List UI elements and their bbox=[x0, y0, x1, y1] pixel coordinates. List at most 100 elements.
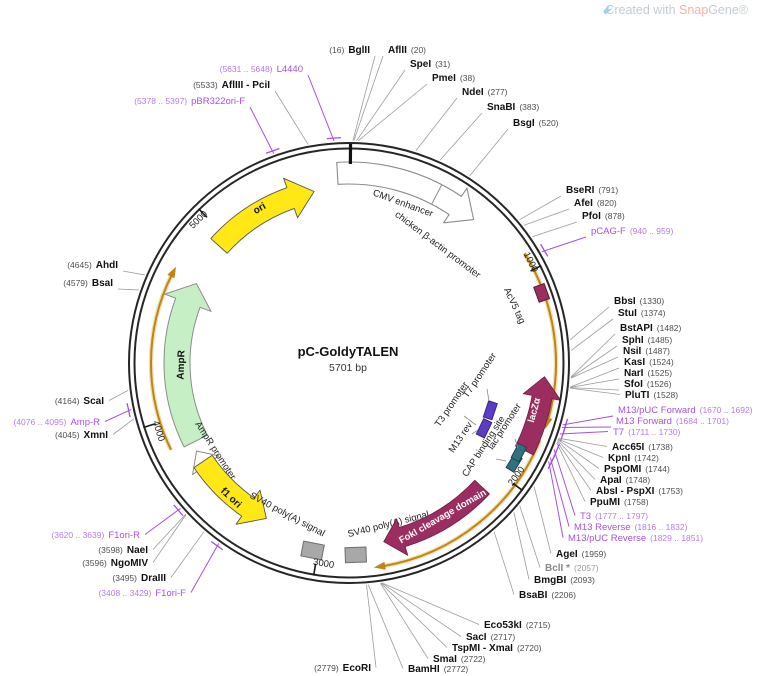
tick-mark bbox=[512, 482, 524, 492]
enzyme-label-bbsi[interactable]: BbsI (1330) bbox=[614, 296, 664, 307]
enzyme-callout-line bbox=[380, 582, 448, 648]
enzyme-label-bamhi[interactable]: BamHI (2772) bbox=[408, 664, 468, 675]
enzyme-label-pfoi[interactable]: PfoI (878) bbox=[582, 211, 625, 222]
primer-label-m13-reverse[interactable]: M13 Reverse (1816 .. 1832) bbox=[574, 522, 688, 533]
enzyme-label-bstapi[interactable]: BstAPI (1482) bbox=[620, 323, 682, 334]
enzyme-label-bseri[interactable]: BseRI (791) bbox=[566, 185, 618, 196]
enzyme-label-ndei[interactable]: NdeI (277) bbox=[462, 87, 508, 98]
enzyme-label-pmei[interactable]: PmeI (38) bbox=[432, 73, 475, 84]
enzyme-label-pluti[interactable]: PluTI (1528) bbox=[625, 390, 678, 401]
enzyme-label-aflii[interactable]: AflII (20) bbox=[388, 45, 426, 56]
feature-f1ori[interactable] bbox=[193, 454, 267, 525]
site-label-part: KpnI bbox=[608, 453, 630, 464]
enzyme-callout-line bbox=[570, 318, 614, 351]
feature-lacz[interactable] bbox=[515, 376, 562, 456]
primer-label-amp-r[interactable]: (4076 .. 4095) Amp-R bbox=[14, 417, 101, 428]
enzyme-label-ahdi[interactable]: (4645) AhdI bbox=[67, 260, 118, 271]
enzyme-callout-line bbox=[439, 112, 483, 161]
enzyme-callout-line bbox=[117, 288, 139, 291]
enzyme-callout-line bbox=[523, 208, 570, 226]
site-label-part: M13/pUC Forward bbox=[618, 405, 696, 416]
primer-label-t7[interactable]: T7 (1711 .. 1730) bbox=[613, 427, 681, 438]
feature-label-m13rev[interactable]: M13 rev bbox=[447, 420, 475, 455]
site-label-part: (1525) bbox=[647, 368, 672, 378]
site-label-part: (5378 .. 5397) bbox=[134, 96, 187, 106]
enzyme-label-ecori[interactable]: (2779) EcoRI bbox=[314, 663, 371, 674]
enzyme-label-scai[interactable]: (4164) ScaI bbox=[55, 396, 104, 407]
enzyme-label-afliii-pcii[interactable]: (5533) AflIII - PciI bbox=[193, 80, 270, 91]
feature-t3prom[interactable] bbox=[475, 418, 493, 439]
feature-label-ampr[interactable]: AmpR bbox=[175, 349, 187, 380]
enzyme-label-bcli-[interactable]: BclI * (2057) bbox=[545, 563, 599, 574]
enzyme-callout-line bbox=[352, 55, 376, 141]
site-label-part: (791) bbox=[598, 185, 618, 195]
enzyme-label-snabi[interactable]: SnaBI (383) bbox=[487, 102, 539, 113]
enzyme-label-saci[interactable]: SacI (2717) bbox=[466, 632, 515, 643]
enzyme-label-bsgi[interactable]: BsgI (520) bbox=[513, 118, 559, 129]
enzyme-label-draiii[interactable]: (3495) DraIII bbox=[112, 573, 166, 584]
enzyme-label-apai[interactable]: ApaI (1748) bbox=[600, 475, 650, 486]
feature-ampr[interactable] bbox=[163, 283, 212, 448]
feature-label-line bbox=[463, 415, 477, 426]
enzyme-label-kpni[interactable]: KpnI (1742) bbox=[608, 453, 659, 464]
feature-t7prom[interactable] bbox=[482, 400, 498, 421]
enzyme-label-absi-pspxi[interactable]: AbsI - PspXI (1753) bbox=[596, 486, 683, 497]
primer-label-m13-puc-forward[interactable]: M13/pUC Forward (1670 .. 1692) bbox=[618, 405, 753, 416]
enzyme-label-bsai[interactable]: (4579) BsaI bbox=[63, 278, 113, 289]
feature-label-acv5[interactable]: AcV5 tag bbox=[501, 286, 527, 326]
enzyme-label-kasi[interactable]: KasI (1524) bbox=[624, 357, 674, 368]
enzyme-label-sphi[interactable]: SphI (1485) bbox=[622, 335, 672, 346]
enzyme-label-eco53ki[interactable]: Eco53kI (2715) bbox=[484, 620, 551, 631]
feature-ori[interactable] bbox=[210, 177, 315, 254]
site-label-part: BstAPI bbox=[620, 323, 653, 334]
credit-gene: Gene® bbox=[708, 3, 748, 17]
enzyme-label-naei[interactable]: (3598) NaeI bbox=[98, 545, 148, 556]
primer-label-l4440[interactable]: (5631 .. 5648) L4440 bbox=[220, 64, 303, 75]
site-label-part: (4164) bbox=[55, 396, 80, 406]
primer-label-f1ori-f[interactable]: (3408 .. 3429) F1ori-F bbox=[98, 588, 186, 599]
primer-label-f1ori-r[interactable]: (3620 .. 3639) F1ori-R bbox=[51, 530, 140, 541]
feature-sv40_b[interactable] bbox=[344, 546, 367, 564]
site-label-part: (3408 .. 3429) bbox=[98, 588, 151, 598]
enzyme-label-bmgbi[interactable]: BmgBI (2093) bbox=[534, 575, 595, 586]
tick-label: 1000 bbox=[521, 250, 540, 274]
primer-label-m13-puc-reverse[interactable]: M13/pUC Reverse (1829 .. 1851) bbox=[568, 533, 703, 544]
orf-arc bbox=[523, 252, 557, 421]
enzyme-label-agei[interactable]: AgeI (1959) bbox=[556, 549, 606, 560]
enzyme-callout-line bbox=[358, 83, 428, 142]
enzyme-callout-line bbox=[122, 270, 145, 276]
enzyme-label-bsabi[interactable]: BsaBI (2206) bbox=[519, 590, 576, 601]
enzyme-callout-line bbox=[533, 486, 552, 554]
feature-sv40_a[interactable] bbox=[300, 540, 325, 561]
enzyme-label-afei[interactable]: AfeI (820) bbox=[574, 198, 617, 209]
feature-label-t7prom[interactable]: T7 promoter bbox=[461, 351, 499, 400]
site-label-part: NaeI bbox=[127, 545, 148, 556]
primer-label-pcag-f[interactable]: pCAG-F (940 .. 959) bbox=[591, 226, 673, 237]
feature-acv5[interactable] bbox=[533, 282, 551, 303]
enzyme-label-ngomiv[interactable]: (3596) NgoMIV bbox=[82, 558, 148, 569]
enzyme-label-spei[interactable]: SpeI (31) bbox=[410, 59, 450, 70]
feature-lacprom[interactable] bbox=[510, 442, 528, 463]
site-label-part: SmaI bbox=[433, 654, 457, 665]
enzyme-callout-line bbox=[112, 418, 134, 435]
primer-label-t3[interactable]: T3 (1777 .. 1797) bbox=[580, 511, 648, 522]
primer-label-m13-forward[interactable]: M13 Forward (1684 .. 1701) bbox=[616, 416, 729, 427]
enzyme-label-bglii[interactable]: (16) BglII bbox=[329, 45, 370, 56]
enzyme-label-xmni[interactable]: (4045) XmnI bbox=[55, 430, 108, 441]
primer-callout-line bbox=[249, 106, 275, 154]
enzyme-label-nari[interactable]: NarI (1525) bbox=[624, 368, 672, 379]
enzyme-label-ppumi[interactable]: PpuMI (1758) bbox=[590, 497, 649, 508]
feature-foki[interactable] bbox=[383, 479, 490, 556]
site-label-part: (1959) bbox=[582, 549, 607, 559]
enzyme-label-nsii[interactable]: NsiI (1487) bbox=[623, 346, 670, 357]
enzyme-label-sfoi[interactable]: SfoI (1526) bbox=[624, 379, 672, 390]
enzyme-label-pspomi[interactable]: PspOMI (1744) bbox=[604, 464, 670, 475]
enzyme-label-tspmi-xmai[interactable]: TspMI - XmaI (2720) bbox=[452, 643, 542, 654]
feature-cmv_arrow[interactable] bbox=[336, 161, 475, 224]
enzyme-label-acc65i[interactable]: Acc65I (1738) bbox=[612, 442, 673, 453]
primer-label-pbr322ori-f[interactable]: (5378 .. 5397) pBR322ori-F bbox=[134, 96, 245, 107]
enzyme-label-smai[interactable]: SmaI (2722) bbox=[433, 654, 486, 665]
enzyme-label-stui[interactable]: StuI (1374) bbox=[618, 308, 666, 319]
primer-callout-line bbox=[562, 415, 614, 426]
